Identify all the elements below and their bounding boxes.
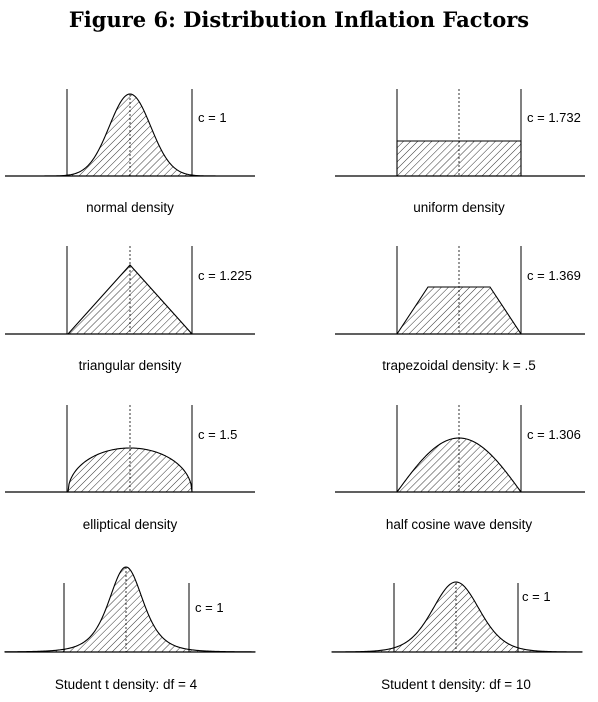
panel-elliptical: c = 1.5 elliptical density	[5, 405, 255, 532]
elliptical-caption: elliptical density	[83, 517, 178, 532]
t4-c-label: c = 1	[195, 600, 224, 615]
uniform-c-label: c = 1.732	[527, 110, 581, 125]
normal-caption: normal density	[86, 200, 174, 215]
triangular-caption: triangular density	[79, 358, 182, 373]
trapezoidal-caption: trapezoidal density: k = .5	[382, 358, 535, 373]
figure-title: Figure 6: Distribution Inflation Factors	[69, 7, 529, 32]
triangular-c-label: c = 1.225	[198, 268, 252, 283]
halfcosine-c-label: c = 1.306	[527, 427, 581, 442]
halfcosine-caption: half cosine wave density	[386, 517, 533, 532]
panel-trapezoidal: c = 1.369 trapezoidal density: k = .5	[335, 246, 585, 373]
t10-c-label: c = 1	[522, 589, 551, 604]
uniform-caption: uniform density	[413, 200, 505, 215]
panel-t4: c = 1 Student t density: df = 4	[4, 566, 256, 692]
panel-t10: c = 1 Student t density: df = 10	[331, 581, 583, 692]
panel-halfcosine: c = 1.306 half cosine wave density	[335, 405, 585, 532]
t10-caption: Student t density: df = 10	[381, 677, 531, 692]
normal-c-label: c = 1	[198, 110, 227, 125]
elliptical-c-label: c = 1.5	[198, 427, 237, 442]
trapezoidal-c-label: c = 1.369	[527, 268, 581, 283]
t4-caption: Student t density: df = 4	[55, 677, 198, 692]
t10-density-curve	[331, 581, 583, 653]
panel-normal: c = 1 normal density	[5, 89, 255, 215]
panel-triangular: c = 1.225 triangular density	[5, 246, 255, 373]
panel-uniform: c = 1.732 uniform density	[335, 89, 585, 215]
